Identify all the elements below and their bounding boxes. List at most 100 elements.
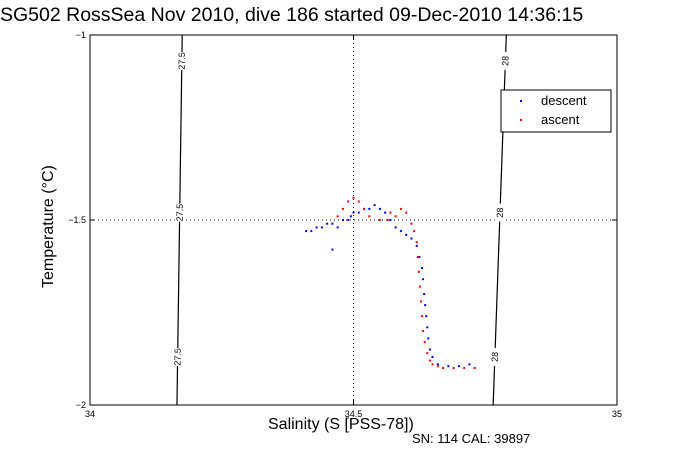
descent-point [457, 365, 460, 368]
ascent-legend-label: ascent [541, 112, 580, 127]
ascent-point [421, 315, 424, 318]
ascent-point [415, 241, 418, 244]
ascent-point [347, 200, 350, 203]
contour-label-bg [494, 203, 506, 222]
density-contour-label-group: 27.5 [172, 347, 183, 366]
descent-point [315, 226, 318, 229]
descent-point [436, 363, 439, 366]
descent-point [331, 248, 334, 251]
descent-point [384, 211, 387, 214]
descent-point [405, 233, 408, 236]
descent-point [389, 219, 392, 221]
descent-point [423, 293, 426, 295]
ascent-point [413, 230, 416, 233]
descent-point [305, 230, 308, 233]
ascent-legend-marker [520, 119, 522, 121]
descent-point [428, 348, 431, 351]
density-contour-label: 28 [495, 207, 505, 217]
ascent-point [341, 207, 344, 210]
descent-point [426, 326, 429, 329]
y-axis-label: Temperature (°C) [40, 165, 57, 288]
density-contour-label-group: 28 [500, 51, 511, 71]
ascent-point [419, 300, 422, 303]
legend-items: descent ascent [520, 93, 587, 127]
descent-point [399, 230, 402, 233]
descent-point [424, 304, 427, 307]
descent-point [425, 315, 428, 318]
descent-point [320, 226, 323, 229]
y-tick-label: −1.5 [68, 215, 86, 225]
descent-point [378, 207, 381, 210]
contour-label-bg [500, 51, 511, 71]
descent-point [468, 363, 471, 366]
descent-point [422, 278, 425, 281]
ascent-point [363, 207, 366, 210]
descent-legend-marker [520, 100, 522, 102]
ascent-point [428, 359, 431, 362]
ascent-point [422, 330, 425, 332]
ascent-point [352, 196, 355, 199]
density-contour-label-group: 27.5 [176, 51, 187, 70]
ascent-point [452, 367, 455, 369]
ascent-point [463, 367, 466, 369]
ascent-point [399, 207, 402, 210]
tick-layer: 34 34.5 35 −1 −1.5 −2 [68, 30, 622, 419]
descent-point [336, 226, 339, 229]
contour-label-bg [176, 51, 187, 70]
descent-point [331, 222, 334, 225]
descent-point [373, 204, 376, 207]
x-tick-label: 34.5 [345, 409, 363, 419]
ascent-point [410, 222, 413, 225]
ascent-point [378, 219, 381, 221]
descent-point [326, 222, 329, 225]
ascent-point [423, 341, 426, 344]
descent-point [418, 256, 421, 258]
x-tick-label: 34 [85, 409, 95, 419]
ascent-point [336, 215, 339, 218]
legend-box [500, 89, 612, 133]
descent-point [341, 219, 344, 221]
ascent-point [405, 211, 408, 214]
ascent-point [368, 215, 371, 218]
density-contour-label: 27.5 [175, 204, 185, 222]
descent-point [421, 267, 424, 270]
ascent-point [417, 270, 420, 273]
ascent-point [394, 215, 397, 218]
ascent-point [442, 367, 445, 369]
chart-title: SG502 RossSea Nov 2010, dive 186 started… [0, 4, 584, 26]
descent-point [349, 215, 352, 218]
grid-layer [90, 35, 617, 405]
y-tick-label: −2 [76, 400, 86, 410]
descent-point [427, 337, 430, 340]
ascent-point [386, 219, 389, 221]
ascent-point [389, 211, 392, 214]
points-layer [305, 196, 476, 369]
x-axis-label: Salinity (S [PSS-78]) [268, 416, 414, 433]
descent-point [310, 230, 313, 233]
contour-label-bg [174, 203, 185, 222]
density-contour-label-group: 28 [489, 347, 501, 367]
ascent-point [431, 363, 434, 366]
descent-point [415, 244, 418, 247]
descent-point [368, 207, 371, 210]
descent-point [352, 211, 355, 214]
descent-point [410, 237, 413, 240]
density-contour-label-group: 28 [494, 203, 506, 222]
density-contour-label-group: 27.5 [174, 203, 185, 222]
density-contour-label: 28 [490, 352, 500, 362]
descent-point [394, 226, 397, 229]
contour-label-bg [172, 347, 183, 366]
calibration-footnote: SN: 114 CAL: 39897 [412, 431, 531, 446]
descent-point [447, 365, 450, 368]
density-contour-label: 27.5 [173, 348, 183, 366]
ascent-point [416, 256, 419, 258]
descent-point [431, 355, 434, 358]
contour-label-bg [489, 347, 501, 367]
legend: descent ascent [500, 89, 612, 133]
density-contour-label: 28 [500, 56, 510, 66]
y-tick-label: −1 [76, 30, 86, 40]
ascent-point [436, 365, 439, 368]
density-contour-label: 27.5 [177, 52, 187, 70]
